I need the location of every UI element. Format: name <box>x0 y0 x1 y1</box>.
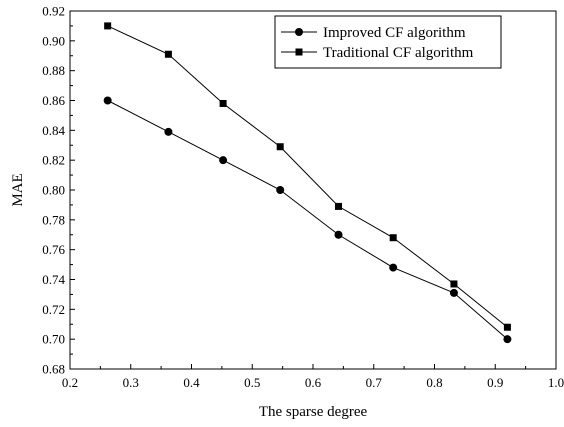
data-point <box>276 143 284 151</box>
data-point <box>164 127 173 136</box>
x-tick-label: 0.5 <box>244 375 260 390</box>
y-tick-label: 0.84 <box>42 123 65 138</box>
x-axis-title: The sparse degree <box>259 404 368 420</box>
plot-frame <box>69 10 557 370</box>
axes <box>69 10 557 370</box>
y-tick-label: 0.78 <box>42 212 65 227</box>
x-tick-label: 0.4 <box>183 375 200 390</box>
data-point <box>503 323 511 331</box>
data-point <box>219 156 228 165</box>
series-1 <box>103 96 512 344</box>
x-tick-label: 0.7 <box>366 375 383 390</box>
data-point <box>164 50 172 58</box>
legend-marker <box>295 48 303 56</box>
data-point <box>335 202 343 210</box>
axis-ticks: 0.2 0.3 0.4 0.5 0.6 0.7 0.8 0.9 1.0 0.68 0.70 0.72 0… <box>42 4 564 391</box>
series-layer <box>103 22 512 344</box>
x-tick-label: 0.2 <box>62 375 78 390</box>
data-point <box>389 234 397 242</box>
legend-item: Traditional CF algorithm <box>281 45 474 61</box>
data-point <box>389 263 398 272</box>
y-tick-label: 0.72 <box>42 302 65 317</box>
data-point <box>334 230 343 239</box>
y-tick-label: 0.92 <box>42 4 65 19</box>
y-tick-label: 0.74 <box>42 272 65 287</box>
legend-label: Traditional CF algorithm <box>323 45 474 61</box>
series-2 <box>104 22 511 331</box>
y-tick-label: 0.80 <box>42 183 65 198</box>
x-tick-label: 1.0 <box>548 375 564 390</box>
data-point <box>276 186 285 194</box>
x-tick-label: 0.9 <box>487 375 503 390</box>
x-tick-label: 0.3 <box>123 375 139 390</box>
data-point <box>503 335 512 344</box>
x-tick-label: 0.6 <box>305 375 322 390</box>
y-tick-label: 0.86 <box>42 93 65 108</box>
y-axis-title: MAE <box>10 173 26 206</box>
series-line <box>107 100 508 340</box>
legend-item: Improved CF algorithm <box>281 25 466 41</box>
legend-marker <box>295 28 303 36</box>
legend-label: Improved CF algorithm <box>323 25 466 41</box>
y-tick-label: 0.88 <box>42 63 65 78</box>
y-tick-label: 0.82 <box>42 153 65 168</box>
series-line <box>107 25 508 328</box>
data-point <box>449 288 458 297</box>
data-point <box>104 22 112 30</box>
y-tick-label: 0.76 <box>42 242 65 257</box>
data-point <box>219 99 227 107</box>
data-point <box>450 280 458 288</box>
y-tick-label: 0.90 <box>42 33 65 48</box>
data-point <box>103 96 112 105</box>
legend: Improved CF algorithm Traditional CF algo… <box>274 15 502 69</box>
y-tick-label: 0.70 <box>42 332 65 347</box>
x-tick-label: 0.8 <box>426 375 442 390</box>
y-tick-label: 0.68 <box>42 362 65 377</box>
legend-box <box>274 15 502 69</box>
